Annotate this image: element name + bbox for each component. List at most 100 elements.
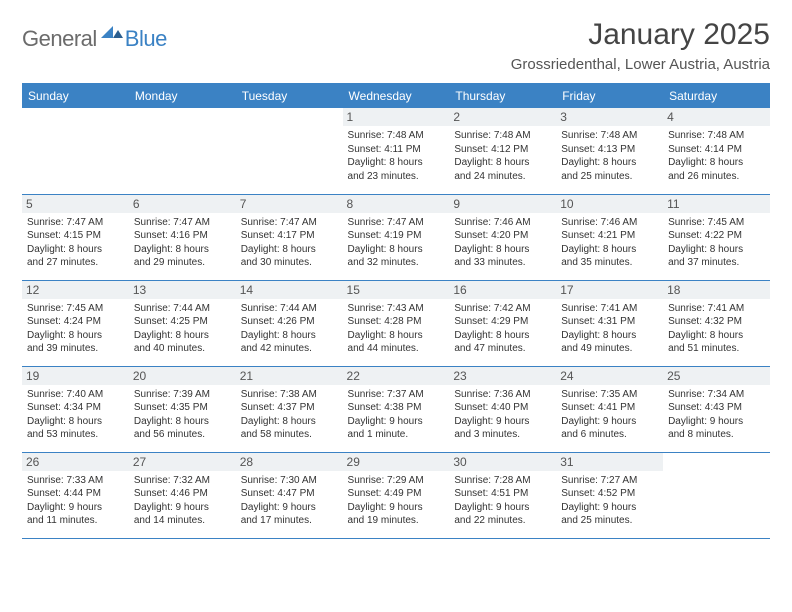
day-detail-line: Sunset: 4:34 PM [27,401,124,415]
calendar-cell: 12Sunrise: 7:45 AMSunset: 4:24 PMDayligh… [22,280,129,366]
day-detail-line: Daylight: 8 hours [241,243,338,257]
dow-sunday: Sunday [22,84,129,109]
day-number: 14 [236,281,343,299]
day-details: Sunrise: 7:41 AMSunset: 4:31 PMDaylight:… [561,302,658,356]
calendar-cell: 19Sunrise: 7:40 AMSunset: 4:34 PMDayligh… [22,366,129,452]
day-detail-line: Daylight: 8 hours [668,156,765,170]
day-detail-line: Daylight: 8 hours [454,329,551,343]
day-detail-line: Sunrise: 7:42 AM [454,302,551,316]
logo-mark-icon [101,20,123,43]
day-detail-line: and 47 minutes. [454,342,551,356]
calendar-cell: 21 Sunrise: 7:38 AMSunset: 4:37 PMDayligh… [236,366,343,452]
day-details: Sunrise: 7:48 AMSunset: 4:14 PMDaylight:… [668,129,765,183]
day-number: 10 [556,195,663,213]
day-detail-line: Sunset: 4:44 PM [27,487,124,501]
day-detail-line: Sunset: 4:35 PM [134,401,231,415]
calendar-cell: 8Sunrise: 7:47 AMSunset: 4:19 PMDaylight… [343,194,450,280]
day-detail-line: Sunrise: 7:45 AM [668,216,765,230]
day-number: 7 [236,195,343,213]
day-detail-line: Sunrise: 7:44 AM [134,302,231,316]
day-detail-line: Sunrise: 7:46 AM [454,216,551,230]
day-detail-line: Sunrise: 7:47 AM [241,216,338,230]
day-detail-line: Daylight: 8 hours [27,415,124,429]
calendar-cell: 30Sunrise: 7:28 AMSunset: 4:51 PMDayligh… [449,452,556,538]
dow-thursday: Thursday [449,84,556,109]
day-detail-line: and 17 minutes. [241,514,338,528]
day-detail-line: and 3 minutes. [454,428,551,442]
day-details: Sunrise: 7:47 AMSunset: 4:19 PMDaylight:… [348,216,445,270]
day-details: Sunrise: 7:35 AMSunset: 4:41 PMDaylight:… [561,388,658,442]
day-detail-line: Daylight: 8 hours [561,329,658,343]
day-detail-line: Sunrise: 7:45 AM [27,302,124,316]
day-detail-line: and 11 minutes. [27,514,124,528]
day-detail-line: Sunrise: 7:48 AM [668,129,765,143]
day-detail-line: and 27 minutes. [27,256,124,270]
day-detail-line: and 19 minutes. [348,514,445,528]
day-detail-line: Sunrise: 7:34 AM [668,388,765,402]
day-detail-line: Sunrise: 7:48 AM [561,129,658,143]
header: General Blue January 2025 Grossriedentha… [22,18,770,73]
day-detail-line: and 8 minutes. [668,428,765,442]
day-detail-line: and 40 minutes. [134,342,231,356]
calendar-row: 12Sunrise: 7:45 AMSunset: 4:24 PMDayligh… [22,280,770,366]
day-detail-line: Sunset: 4:22 PM [668,229,765,243]
calendar-cell: 26Sunrise: 7:33 AMSunset: 4:44 PMDayligh… [22,452,129,538]
day-number: 25 [663,367,770,385]
day-detail-line: Sunset: 4:31 PM [561,315,658,329]
day-details: Sunrise: 7:43 AMSunset: 4:28 PMDaylight:… [348,302,445,356]
dow-tuesday: Tuesday [236,84,343,109]
calendar-cell: 24Sunrise: 7:35 AMSunset: 4:41 PMDayligh… [556,366,663,452]
day-detail-line: Sunset: 4:49 PM [348,487,445,501]
day-details: Sunrise: 7:33 AMSunset: 4:44 PMDaylight:… [27,474,124,528]
day-detail-line: and 26 minutes. [668,170,765,184]
day-number: 22 [343,367,450,385]
calendar-cell: 16 Sunrise: 7:42 AMSunset: 4:29 PMDayligh… [449,280,556,366]
day-details: Sunrise: 7:42 AMSunset: 4:29 PMDaylight:… [454,302,551,356]
day-detail-line: Daylight: 8 hours [348,243,445,257]
day-detail-line: Sunrise: 7:27 AM [561,474,658,488]
day-detail-line: and 25 minutes. [561,514,658,528]
day-detail-line: Sunrise: 7:48 AM [454,129,551,143]
day-number: 15 [343,281,450,299]
day-detail-line: and 29 minutes. [134,256,231,270]
day-detail-line: and 53 minutes. [27,428,124,442]
day-detail-line: Sunrise: 7:47 AM [134,216,231,230]
day-number: 20 [129,367,236,385]
day-detail-line: and 49 minutes. [561,342,658,356]
day-detail-line: Daylight: 9 hours [348,415,445,429]
day-details: Sunrise: 7:44 AMSunset: 4:25 PMDaylight:… [134,302,231,356]
day-details: Sunrise: 7:48 AMSunset: 4:11 PMDaylight:… [348,129,445,183]
month-title: January 2025 [511,18,770,52]
calendar-cell: 1Sunrise: 7:48 AMSunset: 4:11 PMDaylight… [343,108,450,194]
calendar-table: Sunday Monday Tuesday Wednesday Thursday… [22,83,770,539]
day-detail-line: Sunrise: 7:46 AM [561,216,658,230]
day-detail-line: Daylight: 9 hours [348,501,445,515]
calendar-head: Sunday Monday Tuesday Wednesday Thursday… [22,84,770,109]
location: Grossriedenthal, Lower Austria, Austria [511,56,770,73]
day-detail-line: Sunset: 4:26 PM [241,315,338,329]
day-number: 19 [22,367,129,385]
day-details: Sunrise: 7:30 AMSunset: 4:47 PMDaylight:… [241,474,338,528]
day-details: Sunrise: 7:38 AMSunset: 4:37 PMDaylight:… [241,388,338,442]
day-details: Sunrise: 7:44 AMSunset: 4:26 PMDaylight:… [241,302,338,356]
day-detail-line: Sunset: 4:19 PM [348,229,445,243]
day-number: 5 [22,195,129,213]
day-detail-line: Daylight: 8 hours [134,415,231,429]
day-detail-line: Sunset: 4:28 PM [348,315,445,329]
day-number: 16 [449,281,556,299]
day-detail-line: and 22 minutes. [454,514,551,528]
day-detail-line: Sunset: 4:12 PM [454,143,551,157]
day-detail-line: and 33 minutes. [454,256,551,270]
day-details: Sunrise: 7:36 AMSunset: 4:40 PMDaylight:… [454,388,551,442]
day-details: Sunrise: 7:27 AMSunset: 4:52 PMDaylight:… [561,474,658,528]
day-number: 21 [236,367,343,385]
day-detail-line: Sunrise: 7:39 AM [134,388,231,402]
day-detail-line: and 39 minutes. [27,342,124,356]
day-detail-line: Daylight: 8 hours [454,156,551,170]
day-detail-line: Daylight: 8 hours [348,156,445,170]
calendar-cell: 14 Sunrise: 7:44 AMSunset: 4:26 PMDayligh… [236,280,343,366]
day-detail-line: Sunset: 4:25 PM [134,315,231,329]
day-detail-line: Daylight: 8 hours [668,243,765,257]
day-details: Sunrise: 7:48 AMSunset: 4:13 PMDaylight:… [561,129,658,183]
day-number: 6 [129,195,236,213]
